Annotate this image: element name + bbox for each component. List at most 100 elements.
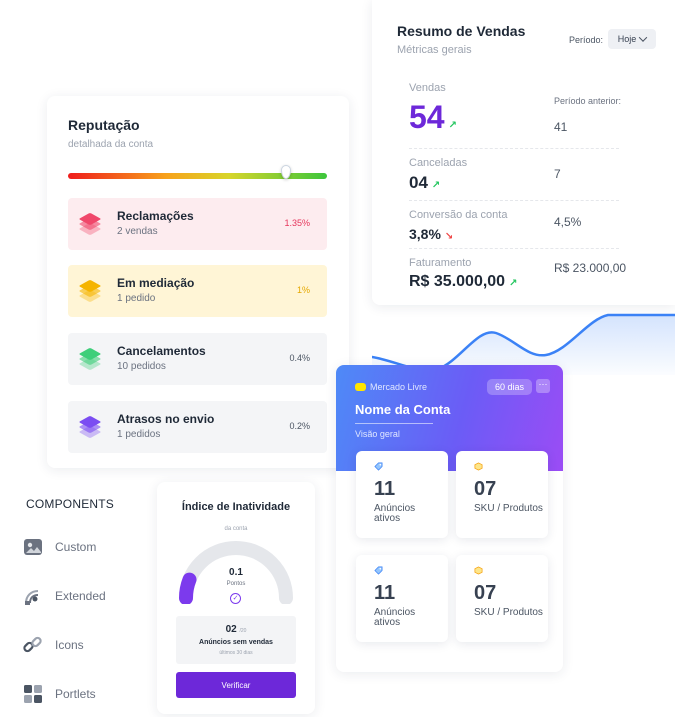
stat-tile-active-listings[interactable]: 11 Anúncios ativos (356, 555, 448, 642)
account-name: Nome da Conta (355, 402, 451, 417)
account-subtitle: Visão geral (355, 429, 400, 439)
reputation-item-detail: 1 pedidos (117, 429, 161, 440)
reputation-item-name: Em mediação (117, 276, 195, 290)
reputation-subtitle: detalhada da conta (68, 139, 154, 150)
stat-value: 07 (474, 582, 497, 604)
marketplace-name: Mercado Livre (370, 382, 428, 392)
stat-tile-sku-products[interactable]: 07 SKU / Produtos (456, 555, 548, 642)
link-icon (23, 635, 43, 655)
stat-tile-active-listings[interactable]: 11 Anúncios ativos (356, 451, 448, 538)
chevron-down-icon (639, 33, 648, 42)
metric-label: Canceladas (409, 157, 468, 169)
sales-summary-title: Resumo de Vendas (397, 23, 526, 39)
inactive-listings-label: Anúncios sem vendas (199, 639, 273, 646)
component-label: Extended (55, 589, 106, 603)
component-label: Icons (55, 638, 84, 652)
previous-value: 7 (554, 167, 561, 181)
sales-summary-subtitle: Métricas gerais (397, 44, 472, 56)
reputation-thermometer (68, 165, 327, 179)
stat-value: 11 (374, 478, 396, 500)
reputation-item-mediation[interactable]: Em mediação 1 pedido 1% (68, 265, 327, 317)
reputation-item-detail: 2 vendas (117, 226, 158, 237)
metric-cancelled: Canceladas 04 ↗ 7 (409, 148, 619, 200)
account-card: Mercado Livre 60 dias ··· Nome da Conta … (336, 365, 563, 672)
metric-revenue: Faturamento R$ 35.000,00 ↗ R$ 23.000,00 (409, 248, 626, 298)
inactive-listings-period: últimos 30 dias (219, 650, 253, 656)
metric-conversion: Conversão da conta 3,8% ↘ 4,5% (409, 200, 619, 248)
box-icon (474, 462, 483, 473)
trend-up-icon: ↗ (431, 180, 441, 191)
period-select[interactable]: Hoje (608, 29, 656, 49)
trend-up-icon: ↗ (448, 120, 457, 131)
check-circle-icon: ✓ (230, 593, 241, 604)
reputation-card: Reputação detalhada da conta Reclamações… (47, 96, 349, 468)
reputation-title: Reputação (68, 117, 140, 133)
stat-value: 07 (474, 478, 497, 500)
reputation-item-name: Cancelamentos (117, 344, 206, 358)
inactivity-score: 0.1 (229, 567, 243, 578)
period-value: Hoje (617, 34, 637, 44)
gauge-fill (179, 572, 197, 604)
previous-value: R$ 23.000,00 (554, 261, 627, 275)
component-label: Portlets (55, 687, 96, 701)
component-item-custom[interactable]: Custom (23, 535, 143, 559)
verify-button[interactable]: Verificar (176, 672, 296, 698)
more-icon[interactable]: ··· (536, 379, 550, 393)
reputation-item-name: Atrasos no envio (117, 412, 215, 426)
grid-icon (23, 684, 43, 704)
component-item-extended[interactable]: Extended (23, 584, 143, 608)
reputation-item-detail: 10 pedidos (117, 361, 166, 372)
component-item-icons[interactable]: Icons (23, 633, 143, 657)
inactive-listings-count: 02 /20 (225, 624, 247, 635)
reputation-item-name: Reclamações (117, 209, 194, 223)
component-label: Custom (55, 540, 97, 554)
metric-label: Vendas (409, 82, 446, 94)
layers-icon (78, 346, 102, 371)
period-label: Período: (569, 35, 604, 45)
components-heading: COMPONENTS (26, 497, 115, 511)
inactivity-index-card: Índice de Inatividade da conta 0.1 Ponto… (157, 482, 315, 714)
reputation-item-complaints[interactable]: Reclamações 2 vendas 1.35% (68, 198, 327, 250)
stat-label: Anúncios ativos (374, 503, 416, 524)
inactivity-subtitle: da conta (224, 526, 248, 532)
stat-value: 11 (374, 582, 396, 604)
stat-tile-sku-products[interactable]: 07 SKU / Produtos (456, 451, 548, 538)
layers-icon (78, 211, 102, 236)
trend-down-icon: ↘ (444, 231, 454, 242)
metric-value: 54 ↗ (409, 99, 457, 135)
inactive-listings-box: 02 /20 Anúncios sem vendas últimos 30 di… (176, 616, 296, 664)
metric-value: 04 ↗ (409, 173, 441, 192)
previous-value: 4,5% (554, 215, 582, 229)
sales-trend-area (372, 315, 675, 375)
reputation-level-marker (280, 165, 291, 179)
satellite-icon (23, 586, 43, 606)
mercado-livre-logo-icon (355, 383, 366, 391)
metric-value: 3,8% ↘ (409, 226, 454, 242)
component-item-portlets[interactable]: Portlets (23, 682, 143, 706)
metric-label: Faturamento (409, 257, 472, 269)
reputation-item-cancellations[interactable]: Cancelamentos 10 pedidos 0.4% (68, 333, 327, 385)
image-icon (23, 537, 43, 557)
sales-summary-card: Resumo de Vendas Métricas gerais Período… (372, 0, 675, 305)
inactivity-score-label: Pontos (226, 581, 246, 587)
reputation-item-percent: 0.2% (289, 421, 310, 431)
stat-label: SKU / Produtos (474, 607, 543, 618)
box-icon (474, 566, 483, 577)
reputation-item-percent: 0.4% (289, 353, 310, 363)
reputation-item-percent: 1.35% (284, 218, 310, 228)
layers-icon (78, 414, 102, 439)
reputation-item-detail: 1 pedido (117, 293, 156, 304)
previous-period-label: Período anterior: (554, 96, 622, 106)
metric-value: R$ 35.000,00 ↗ (409, 273, 518, 290)
layers-icon (78, 278, 102, 303)
divider (355, 423, 433, 424)
reputation-item-shipping-delays[interactable]: Atrasos no envio 1 pedidos 0.2% (68, 401, 327, 453)
stat-label: Anúncios ativos (374, 607, 416, 628)
tag-icon (374, 566, 383, 577)
metric-label: Conversão da conta (409, 209, 508, 221)
tag-icon (374, 462, 383, 473)
trend-up-icon: ↗ (509, 278, 518, 289)
reputation-item-percent: 1% (296, 285, 310, 295)
days-filter-button[interactable]: 60 dias (487, 379, 532, 395)
inactivity-title: Índice de Inatividade (181, 501, 291, 513)
